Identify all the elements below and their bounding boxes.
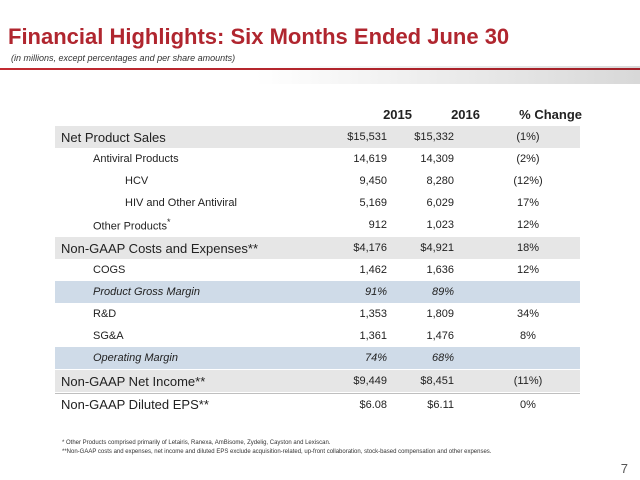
value-2015: 74% <box>364 352 387 364</box>
table-row: Non-GAAP Costs and Expenses** $4,176 $4,… <box>55 237 580 259</box>
table-row: HIV and Other Antiviral 5,169 6,029 17% <box>55 192 580 214</box>
value-2016: 8,280 <box>426 175 454 187</box>
value-2015: 14,619 <box>353 153 387 165</box>
value-2015: 9,450 <box>359 175 387 187</box>
header-band <box>0 66 640 84</box>
page-subtitle: (in millions, except percentages and per… <box>11 53 236 63</box>
value-2015: $15,531 <box>347 131 387 143</box>
row-label: Non-GAAP Costs and Expenses** <box>61 240 259 256</box>
row-label: Net Product Sales <box>61 129 166 145</box>
row-label: Product Gross Margin <box>93 286 200 298</box>
value-2016: 14,309 <box>420 153 454 165</box>
row-label: HIV and Other Antiviral <box>125 197 237 209</box>
value-pct-change: 12% <box>516 264 540 276</box>
footnote-non-gaap: **Non-GAAP costs and expenses, net incom… <box>62 449 492 455</box>
value-2015: 1,361 <box>359 330 387 342</box>
value-2016: 6,029 <box>426 197 454 209</box>
value-pct-change: 34% <box>516 308 540 320</box>
page-title: Financial Highlights: Six Months Ended J… <box>8 24 510 49</box>
value-2016: $6.11 <box>427 398 454 411</box>
table-row: Other Products* 912 1,023 12% <box>55 214 580 236</box>
value-2016: $15,332 <box>414 131 454 143</box>
value-pct-change: 8% <box>520 330 536 342</box>
value-2016: 1,476 <box>426 330 454 342</box>
row-label: Antiviral Products <box>93 153 179 165</box>
value-2016: 68% <box>431 352 454 364</box>
value-2016: $8,451 <box>420 375 454 387</box>
page-number: 7 <box>620 461 628 476</box>
value-2016: 89% <box>431 286 454 298</box>
value-2015: $6.08 <box>359 398 387 411</box>
table-row: Product Gross Margin 91% 89% <box>55 281 580 303</box>
table-row: Operating Margin 74% 68% <box>55 347 580 369</box>
title-underline <box>0 68 640 70</box>
row-label: COGS <box>93 264 126 276</box>
value-2015: $9,449 <box>353 375 387 387</box>
value-2016: $4,921 <box>420 242 454 254</box>
value-2016: 1,809 <box>426 308 454 320</box>
col-header-2016: 2016 <box>451 107 480 122</box>
value-2015: 1,462 <box>359 264 387 276</box>
value-2015: 912 <box>368 219 387 231</box>
row-label: Non-GAAP Diluted EPS** <box>61 397 209 412</box>
value-2015: 1,353 <box>359 308 387 320</box>
value-2016: 1,023 <box>426 219 454 231</box>
table-row: Non-GAAP Diluted EPS** $6.08 $6.11 0% <box>55 393 580 415</box>
value-pct-change: 17% <box>516 197 540 209</box>
value-pct-change: (2%) <box>516 153 540 165</box>
value-pct-change: 12% <box>516 219 540 231</box>
col-header-pct-change: % Change <box>519 107 582 122</box>
row-label-text: Other Products <box>93 220 167 233</box>
row-label: SG&A <box>93 330 124 342</box>
value-pct-change: (11%) <box>513 375 543 387</box>
value-pct-change: (12%) <box>513 175 543 187</box>
col-header-2015: 2015 <box>383 107 412 122</box>
table-row: Antiviral Products 14,619 14,309 (2%) <box>55 148 580 170</box>
table-row: HCV 9,450 8,280 (12%) <box>55 170 580 192</box>
footnote-other-products: * Other Products comprised primarily of … <box>62 440 331 446</box>
value-2015: 5,169 <box>359 197 387 209</box>
table-row: SG&A 1,361 1,476 8% <box>55 325 580 347</box>
table-row: Non-GAAP Net Income** $9,449 $8,451 (11%… <box>55 370 580 392</box>
row-label: HCV <box>125 175 149 187</box>
value-2016: 1,636 <box>426 264 454 276</box>
table-row: Net Product Sales $15,531 $15,332 (1%) <box>55 126 580 148</box>
row-label: R&D <box>93 308 117 320</box>
value-2015: $4,176 <box>353 242 387 254</box>
row-label: Non-GAAP Net Income** <box>61 373 206 389</box>
footnote-marker: * <box>166 217 171 228</box>
table-row: R&D 1,353 1,809 34% <box>55 303 580 325</box>
value-pct-change: 0% <box>520 398 536 411</box>
row-label: Other Products* <box>93 217 171 233</box>
value-2015: 91% <box>364 286 387 298</box>
value-pct-change: 18% <box>516 242 540 254</box>
row-label: Operating Margin <box>93 352 178 364</box>
table-row: COGS 1,462 1,636 12% <box>55 259 580 281</box>
value-pct-change: (1%) <box>516 131 540 143</box>
